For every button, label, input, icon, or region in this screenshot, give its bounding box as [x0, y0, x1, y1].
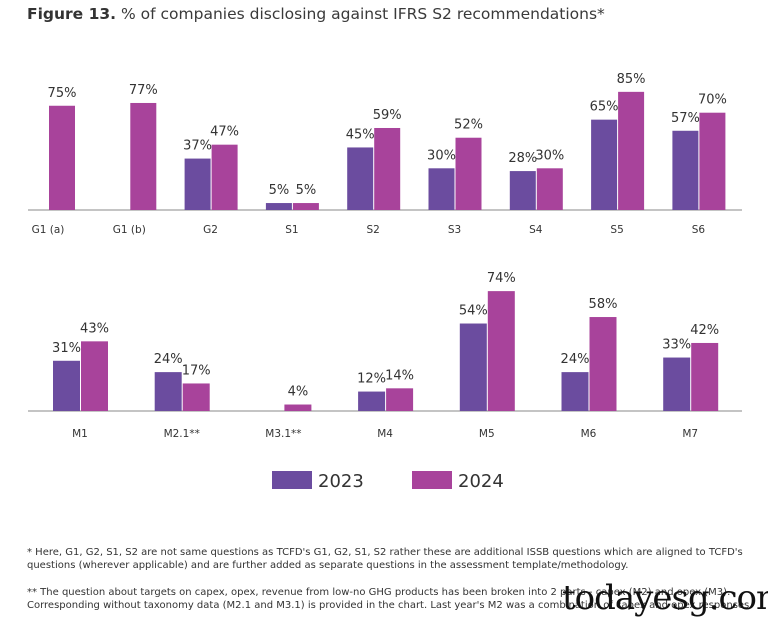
bar-2024-M4	[386, 388, 414, 411]
data-label: 74%	[487, 271, 516, 286]
data-label: 31%	[52, 341, 81, 356]
x-tick-label: M5	[479, 428, 495, 440]
data-label: 57%	[671, 111, 700, 126]
footnote-2: ** The question about targets on capex, …	[27, 587, 753, 611]
x-tick-label: S5	[610, 224, 623, 236]
legend-swatch-2024	[412, 471, 452, 489]
data-label: 75%	[48, 86, 77, 101]
bar-2023-S3	[428, 168, 455, 210]
bar-2024-M3.1**	[284, 404, 312, 411]
data-label: 17%	[182, 363, 211, 378]
x-tick-label: G1 (b)	[113, 224, 146, 236]
x-tick-label: S2	[367, 224, 380, 236]
x-tick-label: M1	[72, 428, 88, 440]
x-tick-label: S6	[692, 224, 706, 236]
bar-2024-M5	[487, 291, 515, 411]
bar-2024-S2	[374, 127, 401, 210]
bar-2024-S4	[536, 168, 563, 210]
x-tick-label: M6	[581, 428, 597, 440]
bar-2024-G2	[211, 144, 238, 210]
data-label: 45%	[346, 127, 375, 142]
watermark: todayesg.com	[562, 578, 768, 618]
x-tick-label: G1 (a)	[32, 224, 65, 236]
legend-label: 2023	[318, 471, 364, 492]
bar-2024-G1 (a)	[49, 105, 75, 210]
legend-swatch-2023	[272, 471, 312, 489]
figure-number: Figure 13.	[27, 5, 117, 23]
data-label: 5%	[269, 183, 290, 198]
data-label: 33%	[662, 338, 691, 353]
x-tick-label: M4	[377, 428, 393, 440]
bar-2023-M1	[53, 360, 80, 411]
bar-2024-G1 (b)	[130, 102, 157, 210]
data-label: 77%	[129, 83, 158, 98]
legend-label: 2024	[458, 471, 504, 492]
bar-2023-M2.1**	[154, 372, 182, 411]
bar-2024-M1	[81, 341, 108, 411]
data-label: 30%	[427, 148, 456, 163]
data-label: 70%	[698, 93, 727, 108]
x-tick-label: M2.1**	[164, 428, 200, 440]
bar-2023-M5	[459, 323, 487, 411]
bar-2023-S2	[347, 147, 374, 210]
bar-2023-M4	[358, 391, 386, 411]
data-label: 4%	[288, 385, 309, 400]
data-label: 58%	[589, 297, 618, 312]
data-label: 12%	[357, 372, 386, 387]
bar-2023-S5	[591, 119, 618, 210]
chart-title: Figure 13. % of companies disclosing aga…	[27, 5, 605, 23]
bar-2023-S6	[672, 130, 699, 210]
data-label: 52%	[454, 118, 483, 133]
data-label: 28%	[508, 151, 537, 166]
data-label: 42%	[690, 323, 719, 338]
x-tick-label: M3.1**	[265, 428, 301, 440]
bar-2023-S1	[265, 203, 292, 210]
bar-2023-G2	[184, 158, 211, 210]
footnote-1: * Here, G1, G2, S1, S2 are not same ques…	[27, 547, 743, 571]
data-label: 24%	[154, 352, 183, 367]
data-label: 5%	[296, 183, 317, 198]
bar-2023-S4	[509, 171, 536, 210]
bar-2024-M7	[691, 342, 719, 411]
data-label: 54%	[459, 304, 488, 319]
data-label: 24%	[561, 352, 590, 367]
data-label: 65%	[590, 100, 619, 115]
x-tick-label: S1	[285, 224, 298, 236]
data-label: 47%	[210, 125, 239, 140]
x-tick-label: S3	[448, 224, 461, 236]
bar-2024-M2.1**	[182, 383, 210, 411]
bar-2024-S5	[618, 91, 645, 210]
bar-charts: G1 (a) 75% G1 (b) 77% G2 37%47% S1 5% 5% S2 45% 59%…	[28, 72, 742, 492]
data-label: 37%	[183, 139, 212, 154]
bar-2024-S6	[699, 112, 726, 210]
x-tick-label: M7	[682, 428, 698, 440]
data-label: 59%	[373, 108, 402, 123]
bar-2023-M6	[561, 372, 589, 411]
data-label: 30%	[535, 148, 564, 163]
bar-2023-M7	[663, 357, 691, 411]
x-tick-label: G2	[203, 224, 218, 236]
x-tick-label: S4	[529, 224, 543, 236]
data-label: 85%	[617, 72, 646, 87]
bar-2024-S3	[455, 137, 482, 210]
data-label: 14%	[385, 368, 414, 383]
data-label: 43%	[80, 321, 109, 336]
title-text: % of companies disclosing against IFRS S…	[120, 5, 605, 23]
bar-2024-M6	[589, 317, 617, 411]
bar-2024-S1	[292, 203, 319, 210]
